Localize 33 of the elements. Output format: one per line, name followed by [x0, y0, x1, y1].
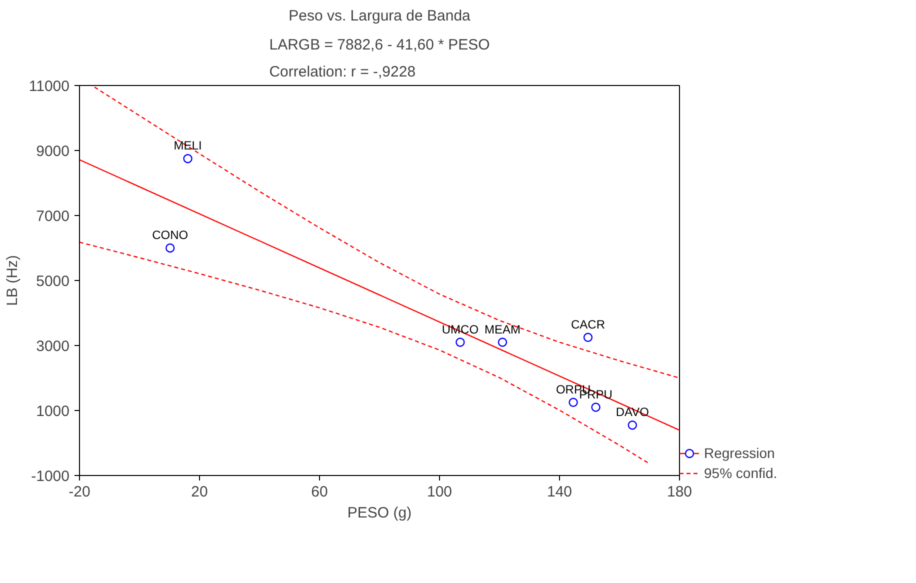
x-tick-label: 20 — [191, 484, 208, 500]
point — [456, 338, 465, 347]
y-tick-label: 11000 — [28, 78, 70, 95]
chart-title: Peso vs. Largura de Banda — [288, 8, 472, 24]
x-tick-label: 180 — [666, 484, 692, 500]
x-tick-label: -20 — [68, 484, 90, 500]
point — [568, 398, 578, 407]
legend-label: Regression — [704, 445, 775, 461]
y-tick-label: -1000 — [31, 468, 70, 485]
annotation: MEAM — [484, 322, 521, 336]
annotation: MELI — [174, 138, 202, 153]
line-series — [80, 242, 650, 464]
legend-label: 95% confid. — [704, 465, 778, 481]
point — [166, 243, 175, 253]
x-tick-label: 140 — [546, 484, 572, 500]
line-series — [94, 86, 680, 379]
point — [583, 332, 593, 342]
annotation: CACR — [571, 317, 606, 332]
y-tick-label: 9000 — [36, 143, 70, 160]
y-tick-label: 1000 — [36, 403, 70, 420]
x-axis-title: PESO (g) — [347, 504, 412, 522]
point — [183, 154, 192, 164]
y-tick-label: 3000 — [36, 338, 70, 355]
point — [628, 420, 637, 430]
y-tick-label: 7000 — [36, 208, 70, 225]
x-tick-label: 60 — [311, 484, 328, 500]
y-tick-label: 5000 — [36, 273, 70, 290]
x-tick-label: 100 — [426, 484, 452, 500]
point — [591, 402, 600, 412]
y-axis-title: LB (Hz) — [4, 255, 21, 306]
chart-subtitle: LARGB = 7882,6 - 41,60 * PESO Correlation: r = -,9228 — [269, 36, 490, 80]
annotation: CONO — [152, 228, 188, 242]
point — [498, 338, 508, 347]
